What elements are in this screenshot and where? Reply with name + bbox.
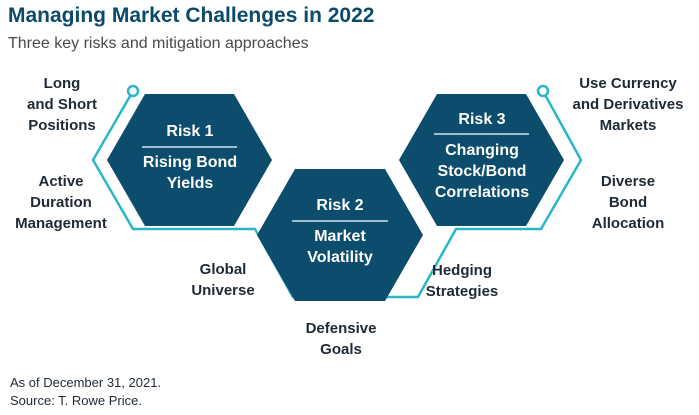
source-note: Source: T. Rowe Price. [10, 393, 142, 408]
approach-line: Global [199, 261, 247, 278]
risk-3-label: Changing Stock/Bond Correlations [412, 140, 552, 203]
approach-currency: Use Currency and Derivatives Markets [563, 73, 693, 136]
approach-line: Hedging [432, 262, 492, 279]
approach-line: Duration [30, 194, 92, 211]
risk-3-label-line: Stock/Bond [437, 163, 527, 180]
approach-line: Diverse [600, 173, 656, 190]
risk-1-label: Rising Bond Yields [120, 152, 260, 194]
approach-line: Management [15, 215, 107, 232]
approach-global-universe: Global Universe [180, 259, 266, 301]
approach-line: Universe [191, 282, 255, 299]
risk-2-label-line: Market [314, 228, 366, 245]
connector-endpoint-left [126, 84, 140, 98]
approach-line: Positions [28, 117, 96, 134]
risk-3-hexagon [399, 94, 564, 226]
risk-2-label-line: Volatility [307, 249, 373, 266]
approach-line: Markets [599, 117, 657, 134]
risk-2-heading: Risk 2 [316, 197, 364, 214]
approach-active-duration: Active Duration Management [8, 171, 114, 234]
as-of-note: As of December 31, 2021. [10, 375, 162, 390]
approach-line: Strategies [425, 283, 499, 300]
approach-line: Bond [608, 194, 648, 211]
chart-title: Managing Market Challenges in 2022 [8, 4, 375, 27]
approach-hedging: Hedging Strategies [414, 260, 510, 302]
approach-line: and Derivatives [572, 96, 684, 113]
approach-line: Allocation [591, 215, 665, 232]
risk-2-hexagon [257, 169, 423, 301]
connector-endpoint-right [536, 84, 550, 98]
approach-diverse-bond: Diverse Bond Allocation [580, 171, 676, 234]
approach-line: Long [43, 75, 81, 92]
risk-3-label-line: Changing [445, 142, 519, 159]
risk-3-label-line: Correlations [434, 184, 530, 201]
approach-line: Goals [320, 341, 362, 358]
chart-subtitle: Three key risks and mitigation approache… [8, 35, 309, 52]
risk-1-heading: Risk 1 [166, 123, 214, 140]
approach-line: Use Currency [579, 75, 677, 92]
risk-1-label-line: Rising Bond [142, 154, 238, 171]
approach-line: Active [38, 173, 84, 190]
risk-2-label: Market Volatility [270, 226, 410, 268]
risk-1-label-line: Yields [166, 175, 214, 192]
risk-1-hexagon [107, 94, 272, 226]
approach-defensive-goals: Defensive Goals [286, 318, 396, 360]
risk-3-heading: Risk 3 [458, 111, 506, 128]
approach-line: Defensive [305, 320, 377, 337]
approach-long-short: Long and Short Positions [14, 73, 110, 136]
approach-line: and Short [27, 96, 97, 113]
